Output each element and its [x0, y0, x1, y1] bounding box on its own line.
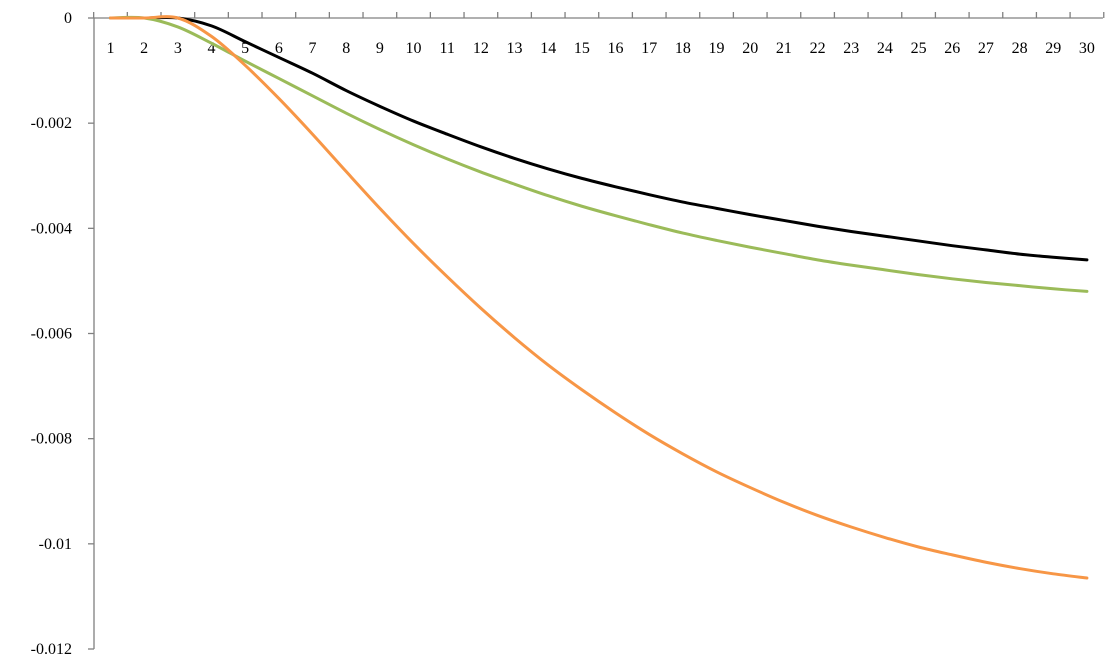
x-tick-label: 23	[843, 40, 859, 57]
x-tick-label: 22	[810, 40, 826, 57]
x-tick-label: 2	[140, 40, 148, 57]
x-tick-label: 29	[1045, 40, 1061, 57]
x-tick-label: 19	[709, 40, 725, 57]
x-tick-label: 28	[1012, 40, 1028, 57]
y-ticks: 0 -0.002 -0.004 -0.006 -0.008 -0.01 -0.012	[31, 10, 94, 656]
y-tick-label: -0.008	[31, 431, 72, 448]
x-ticks: 1 2 3 4 5 6 7 8 9 10 11 12 13 14 15 16 17 18 19 20 21 22 23 24 2…	[93, 12, 1105, 57]
x-tick-label: 24	[877, 40, 893, 57]
x-tick-label: 6	[275, 40, 283, 57]
x-tick-label: 16	[608, 40, 624, 57]
y-tick-label: -0.01	[39, 536, 72, 553]
x-tick-label: 13	[507, 40, 523, 57]
x-tick-label: 30	[1079, 40, 1095, 57]
x-tick-label: 10	[406, 40, 422, 57]
series-lines	[109, 15, 1089, 580]
x-tick-label: 9	[376, 40, 384, 57]
x-tick-label: 5	[241, 40, 249, 57]
x-tick-label: 18	[675, 40, 691, 57]
x-tick-label: 20	[742, 40, 758, 57]
x-tick-label: 15	[574, 40, 590, 57]
x-tick-label: 21	[776, 40, 792, 57]
x-tick-label: 12	[473, 40, 489, 57]
y-tick-label: -0.004	[31, 220, 72, 237]
x-tick-label: 11	[439, 40, 454, 57]
x-tick-label: 1	[107, 40, 115, 57]
series-line-3	[109, 15, 1089, 580]
x-tick-label: 14	[540, 40, 556, 57]
x-tick-label: 3	[174, 40, 182, 57]
y-tick-label: -0.002	[31, 115, 72, 132]
x-tick-label: 27	[978, 40, 994, 57]
series-line-1	[109, 15, 1089, 262]
x-tick-label: 7	[309, 40, 317, 57]
x-tick-label: 26	[944, 40, 960, 57]
y-tick-label: -0.006	[31, 326, 72, 343]
y-tick-label: -0.012	[31, 641, 72, 656]
x-tick-label: 25	[911, 40, 927, 57]
x-tick-label: 4	[208, 40, 216, 57]
y-tick-label: 0	[64, 10, 72, 27]
x-tick-label: 8	[342, 40, 350, 57]
series-line-2	[109, 15, 1089, 293]
x-tick-label: 17	[641, 40, 657, 57]
